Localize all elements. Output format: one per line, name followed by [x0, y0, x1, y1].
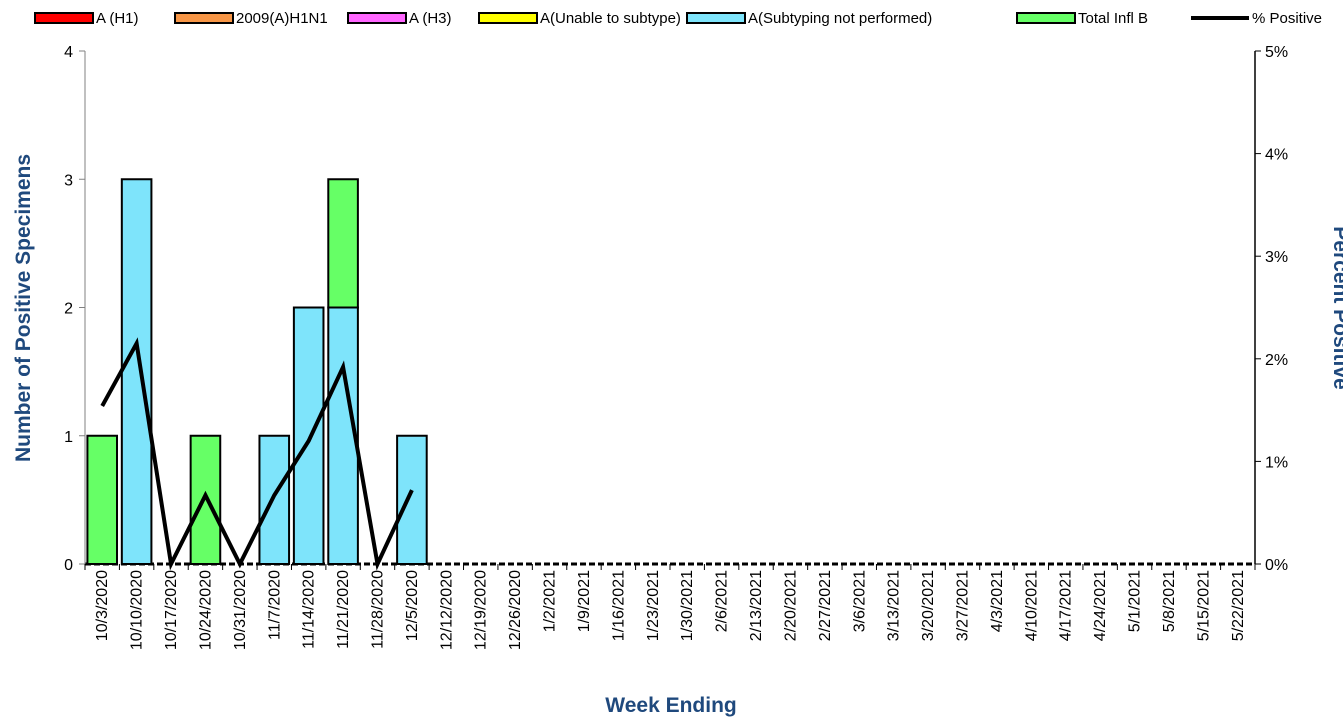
- x-tick-label: 5/1/2021: [1127, 570, 1144, 632]
- x-tick-label: 4/10/2021: [1023, 570, 1040, 641]
- legend-label-a-h1: A (H1): [96, 10, 139, 27]
- legend-label-a-h3: A (H3): [409, 10, 452, 27]
- x-tick-label: 3/20/2021: [920, 570, 937, 641]
- bar-a-subtyping-not-performed: [258, 434, 291, 565]
- y-tick-label: 4: [64, 44, 73, 61]
- bar-a-subtyping-not-performed: [292, 306, 325, 565]
- x-tick-label: 10/17/2020: [163, 570, 180, 650]
- x-tick-label: 5/22/2021: [1230, 570, 1247, 641]
- bars: [84, 51, 428, 565]
- legend-label-positive: % Positive: [1252, 10, 1322, 27]
- x-tick-label: 1/2/2021: [542, 570, 559, 632]
- y2-tick-label: 5%: [1265, 44, 1288, 61]
- legend-swatch-a-unable-to-subtype: [478, 12, 538, 24]
- x-tick-label: 2/6/2021: [714, 570, 731, 632]
- axes: [79, 50, 1261, 570]
- x-tick-label: 12/5/2020: [404, 570, 421, 641]
- legend-swatch-a-h3: [347, 12, 407, 24]
- x-tick-label: 2/20/2021: [782, 570, 799, 641]
- bar-a-subtyping-not-performed: [327, 306, 359, 565]
- y2-tick-label: 3%: [1265, 249, 1288, 266]
- x-tick-label: 3/13/2021: [886, 570, 903, 641]
- x-tick-label: 3/6/2021: [851, 570, 868, 632]
- x-tick-label: 10/24/2020: [197, 570, 214, 650]
- y-tick-label: 2: [64, 301, 73, 318]
- legend-swatch-total-infl-b: [1016, 12, 1076, 24]
- bar-total-infl-b: [327, 178, 359, 309]
- legend-label-total-infl-b: Total Infl B: [1078, 10, 1148, 27]
- x-tick-label: 10/31/2020: [232, 570, 249, 650]
- y2-tick-label: 2%: [1265, 352, 1288, 369]
- bar-a-subtyping-not-performed: [120, 178, 153, 565]
- x-tick-label: 4/24/2021: [1092, 570, 1109, 641]
- y-tick-label: 3: [64, 172, 73, 189]
- y2-tick-label: 1%: [1265, 454, 1288, 471]
- y2-tick-label: 0%: [1265, 557, 1288, 574]
- x-tick-label: 12/12/2020: [438, 570, 455, 650]
- x-tick-label: 2/27/2021: [817, 570, 834, 641]
- x-tick-label: 2/13/2021: [748, 570, 765, 641]
- y-axis-title: Number of Positive Specimens: [12, 154, 35, 462]
- bar-total-infl-b: [86, 434, 119, 565]
- x-tick-label: 4/17/2021: [1058, 570, 1075, 641]
- y2-axis-title: Percent Positive: [1329, 226, 1343, 389]
- legend-swatch-a-h1: [34, 12, 94, 24]
- legend-swatch-a-subtyping-not-performed: [686, 12, 746, 24]
- y2-tick-label: 4%: [1265, 147, 1288, 164]
- legend-label-a-unable-to-subtype: A(Unable to subtype): [540, 10, 681, 27]
- x-tick-label: 10/3/2020: [94, 570, 111, 641]
- x-tick-label: 12/19/2020: [473, 570, 490, 650]
- legend-label-2009-a-h1n1: 2009(A)H1N1: [236, 10, 328, 27]
- x-tick-label: 11/28/2020: [370, 570, 387, 649]
- bar-a-subtyping-not-performed: [396, 434, 428, 565]
- x-tick-label: 4/3/2021: [989, 570, 1006, 632]
- x-tick-label: 1/9/2021: [576, 570, 593, 632]
- y-tick-label: 0: [64, 557, 73, 574]
- bar-total-infl-b: [189, 434, 222, 565]
- y-tick-label: 1: [64, 429, 73, 446]
- x-tick-label: 11/14/2020: [301, 570, 318, 649]
- x-tick-label: 11/7/2020: [266, 570, 283, 640]
- tick-labels: 0 1 2 3 4 0% 1% 2% 3% 4% 5% 10/3/2020 10/10/2020 10/1…: [64, 44, 1288, 650]
- x-tick-label: 5/8/2021: [1161, 570, 1178, 632]
- x-tick-label: 3/27/2021: [955, 570, 972, 641]
- x-tick-label: 1/23/2021: [645, 570, 662, 641]
- legend-label-a-subtyping-not-performed: A(Subtyping not performed): [748, 10, 932, 27]
- legend: A (H1) 2009(A)H1N1 A (H3) A(Unable to subty…: [34, 10, 1322, 27]
- percent-positive-line-group: [100, 337, 414, 571]
- percent-positive-line: [100, 337, 414, 571]
- x-tick-label: 5/15/2021: [1195, 570, 1212, 641]
- x-tick-label: 1/30/2021: [679, 570, 696, 641]
- x-tick-label: 11/21/2020: [335, 570, 352, 649]
- legend-swatch-2009-a-h1n1: [174, 12, 234, 24]
- x-tick-label: 12/26/2020: [507, 570, 524, 650]
- x-tick-label: 10/10/2020: [129, 570, 146, 650]
- x-tick-label: 1/16/2021: [610, 570, 627, 641]
- x-axis-title: Week Ending: [605, 694, 736, 717]
